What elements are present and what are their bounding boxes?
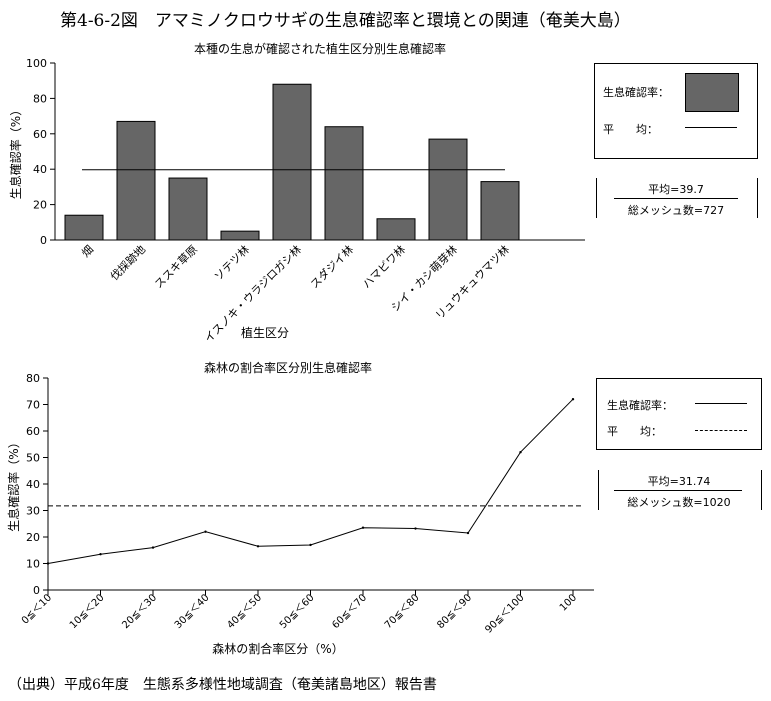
bar-average-stat: 平均=39.7: [648, 183, 704, 196]
bar: [116, 120, 156, 241]
bar: [220, 230, 260, 241]
y-tick-label: 80: [26, 372, 40, 385]
x-tick-label: 0≦＜10: [20, 592, 54, 626]
data-point: [309, 543, 312, 547]
series-line: [47, 398, 574, 564]
line-mesh-stat: 総メッシュ数=1020: [627, 496, 731, 509]
bar: [64, 214, 104, 241]
x-tick-label: 50≦＜60: [278, 592, 317, 631]
x-tick-label: 40≦＜50: [225, 592, 264, 631]
legend-average-line: [695, 430, 747, 431]
y-axis-title: 生息確認率（%）: [6, 436, 21, 531]
x-tick-label: 90≦＜100: [483, 592, 526, 635]
legend-average-label: 平 均：: [607, 425, 662, 438]
bar-stats-divider: [614, 198, 738, 199]
x-tick-label: ソテツ林: [211, 242, 252, 283]
data-point: [99, 553, 102, 556]
data-point: [46, 562, 50, 565]
bar: [376, 218, 416, 241]
bar: [480, 181, 520, 241]
line-chart: 森林の割合率区分別生息確認率 0 10 20 30 40 50 60 70 80 0≦＜10 10≦＜…: [6, 360, 594, 656]
line-legend: 生息確認率： 平 均：: [596, 378, 762, 450]
legend-series-line: [695, 403, 747, 404]
y-tick-label: 60: [33, 128, 47, 141]
x-tick-label: 20≦＜30: [120, 592, 159, 631]
y-tick-label: 100: [26, 57, 47, 70]
bar-mesh-stat: 総メッシュ数=727: [627, 204, 725, 217]
x-axis-title: 植生区分: [241, 325, 289, 340]
y-tick-label: 80: [33, 92, 47, 105]
legend-average-label: 平 均：: [603, 123, 658, 136]
y-tick-label: 40: [33, 163, 47, 176]
x-axis-title: 森林の割合率区分（%）: [212, 641, 343, 656]
y-tick-label: 60: [26, 425, 40, 438]
line-chart-title: 森林の割合率区分別生息確認率: [204, 360, 372, 375]
data-point: [256, 545, 260, 548]
data-point: [414, 527, 417, 530]
bar: [168, 177, 208, 241]
legend-observed-label: 生息確認率：: [603, 86, 669, 99]
x-tick-label: 30≦＜40: [173, 592, 212, 631]
x-tick-label: 60≦＜70: [330, 592, 369, 631]
bar: [272, 83, 312, 241]
legend-average-line: [685, 127, 737, 128]
bar: [428, 138, 468, 241]
line-stats-bracket: [598, 470, 762, 510]
data-point: [204, 530, 207, 533]
legend-bar-swatch: [685, 73, 739, 112]
y-tick-label: 70: [26, 399, 40, 412]
y-tick-label: 30: [26, 505, 40, 518]
y-tick-label: 10: [26, 558, 40, 571]
source-note: （出典）平成6年度 生態系多様性地域調査（奄美諸島地区）報告書: [8, 677, 437, 693]
bar-chart-title: 本種の生息が確認された植生区分別生息確認率: [194, 41, 446, 56]
data-point: [361, 526, 365, 529]
x-tick-label: 80≦＜90: [435, 592, 474, 631]
page-title: 第4-6-2図 アマミノクロウサギの生息確認率と環境との関連（奄美大島）: [60, 11, 631, 31]
legend-observed-label: 生息確認率：: [607, 399, 673, 412]
y-axis-title: 生息確認率（%）: [8, 104, 23, 199]
line-stats-divider: [614, 490, 742, 491]
bar-chart: 本種の生息が確認された植生区分別生息確認率 0 20 40 60 80 100 畑 伐採跡地 スス…: [8, 41, 585, 345]
x-tick-label: 畑: [79, 243, 96, 260]
y-tick-label: 0: [40, 234, 47, 247]
y-tick-label: 20: [33, 199, 47, 212]
data-point: [571, 398, 575, 401]
data-point: [151, 546, 155, 549]
x-tick-label: 10≦＜20: [68, 592, 107, 631]
data-point: [519, 451, 522, 454]
y-tick-label: 50: [26, 452, 40, 465]
y-tick-label: 40: [26, 478, 40, 491]
bar: [324, 126, 364, 241]
x-tick-label: 70≦＜80: [383, 592, 422, 631]
x-tick-label: 伐採跡地: [107, 242, 148, 283]
x-tick-label: スダジイ林: [307, 242, 356, 291]
x-tick-label: 100: [558, 592, 579, 613]
bar-stats-bracket: [596, 178, 758, 218]
x-tick-label: ススキ草原: [152, 243, 200, 291]
data-point: [466, 531, 470, 535]
line-average-stat: 平均=31.74: [647, 475, 711, 488]
y-tick-label: 20: [26, 531, 40, 544]
x-tick-label: ハマビワ林: [359, 242, 408, 291]
y-tick-label: 0: [33, 584, 40, 597]
bar-legend: 生息確認率： 平 均：: [594, 63, 758, 159]
